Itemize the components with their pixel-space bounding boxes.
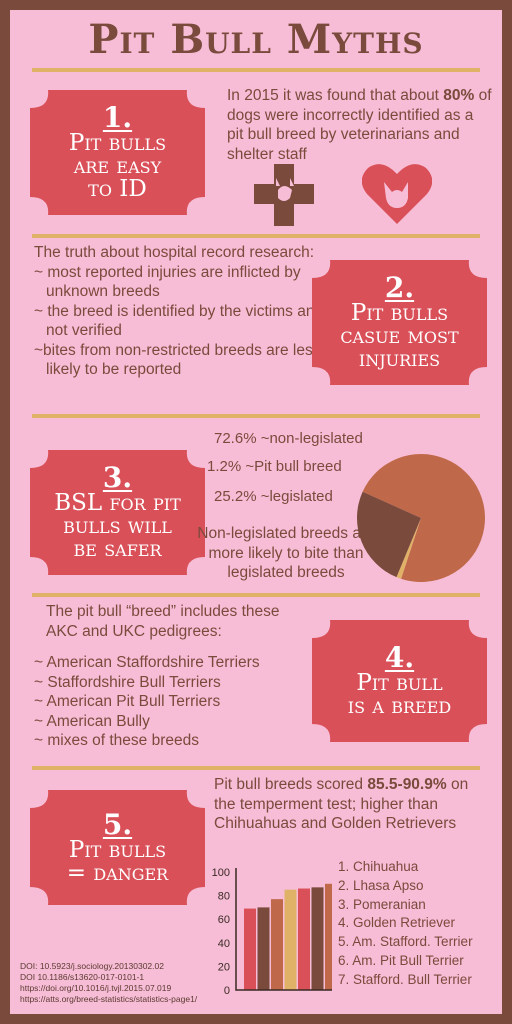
legend-item: 1. Chihuahua	[338, 859, 419, 874]
fact-highlight: 80%	[443, 87, 475, 104]
bar	[244, 908, 256, 990]
fact-point: ~ most reported injuries are inflicted b…	[34, 263, 301, 301]
myth-1-badge: 1. Pit bulls are easy to ID	[30, 90, 205, 215]
pie-label: 72.6% ~non-legislated	[214, 430, 363, 447]
fact-point: ~ American Pit Bull Terriers	[34, 693, 221, 710]
legend-item: 5. Am. Stafford. Terrier	[338, 934, 473, 950]
bar	[311, 887, 324, 990]
y-tick-label: 0	[224, 985, 230, 997]
myth-1-fact: In 2015 it was found that about 80% of d…	[227, 86, 492, 164]
myth-label-line: Pit bull	[356, 670, 443, 696]
myth-label-line: injuries	[358, 346, 441, 372]
y-tick-label: 80	[218, 891, 230, 903]
pie-chart	[357, 454, 485, 582]
myth-label-line: bulls will	[63, 513, 172, 539]
page-title: Pit Bull Myths	[88, 16, 424, 63]
myth-label-line: are easy	[73, 153, 162, 179]
bar	[298, 888, 310, 990]
myth-4-list: ~ American Staffordshire Terriers ~ Staf…	[34, 653, 324, 751]
bar	[284, 889, 297, 990]
pie-slice	[357, 491, 421, 578]
myth-4-intro: The pit bull “breed” includes these AKC …	[46, 603, 280, 640]
myth-number: 5.	[102, 807, 133, 841]
pie-slice	[396, 518, 421, 579]
myth-number: 1.	[102, 101, 133, 134]
pie-note: Non-legislated breeds are more likely to…	[197, 525, 375, 581]
myth-4-badge: 4. Pit bull is a breed	[312, 620, 487, 742]
divider	[32, 593, 480, 597]
myth-3-badge: 3. BSL for pit bulls will be safer	[30, 450, 205, 575]
myth-label-line: Pit bulls	[68, 836, 167, 863]
myth-label-line: to ID	[88, 176, 147, 202]
fact-text: on the temperment test; higher than Chih…	[214, 776, 469, 832]
bar	[271, 899, 283, 990]
fact-text: Pit bull breeds scored	[214, 776, 368, 793]
fact-text: In 2015 it was found that about	[227, 87, 444, 104]
y-tick-label: 40	[218, 938, 230, 950]
myth-5-fact: Pit bull breeds scored 85.5-90.9% on the…	[214, 775, 494, 834]
myth-number: 3.	[102, 461, 133, 494]
divider	[32, 766, 480, 770]
legend-item: 6. Am. Pit Bull Terrier	[338, 952, 464, 968]
bar	[325, 883, 332, 990]
myth-number: 4.	[384, 641, 415, 674]
myth-2-facts: The truth about hospital record research…	[34, 243, 324, 380]
bar-chart: 0 20 40 60 80 100	[212, 867, 332, 997]
fact-point: ~ mixes of these breeds	[34, 732, 199, 749]
fact-point: ~ Staffordshire Bull Terriers	[34, 673, 221, 691]
myth-number: 2.	[384, 271, 415, 304]
reference: DOI: 10.5923/j.sociology.20130302.02	[20, 961, 164, 971]
legend-item: 2. Lhasa Apso	[338, 877, 424, 893]
myth-2-badge: 2. Pit bulls casue most injuries	[312, 260, 487, 385]
myth-label-line: be safer	[73, 536, 162, 562]
divider	[32, 414, 480, 418]
legend-item: 4. Golden Retriever	[338, 915, 456, 931]
bar	[257, 907, 270, 990]
reference: https://atts.org/breed-statistics/statis…	[20, 994, 198, 1004]
medical-cross-pet-icon	[254, 164, 314, 226]
facts-intro: The truth about hospital record research…	[34, 244, 315, 261]
heart-pet-icon	[362, 164, 432, 224]
fact-point: ~bites from non-restricted breeds are le…	[34, 341, 321, 379]
legend-item: 3. Pomeranian	[338, 896, 426, 912]
reference: DOI 10.1186/s13620-017-0101-1	[20, 972, 145, 982]
references: DOI: 10.5923/j.sociology.20130302.02 DOI…	[20, 961, 197, 1005]
y-tick-label: 100	[212, 867, 230, 879]
fact-text: of dogs were incorrectly identified as a…	[227, 87, 492, 163]
fact-point: ~ American Staffordshire Terriers	[34, 654, 260, 671]
y-tick-label: 20	[218, 961, 230, 973]
bar-legend: 1. Chihuahua 2. Lhasa Apso 3. Pomeranian…	[338, 858, 473, 990]
myth-label-line: casue most	[340, 323, 459, 349]
myth-label-line: = danger	[66, 859, 169, 886]
legend-item: 7. Stafford. Bull Terrier	[338, 971, 472, 987]
pie-slice	[362, 454, 485, 582]
myth-label-line: Pit bulls	[350, 300, 449, 326]
myth-label-line: Pit bulls	[68, 130, 167, 156]
reference: https://doi.org/10.1016/j.tvjl.2015.07.0…	[20, 983, 172, 993]
fact-point: ~ American Bully	[34, 712, 150, 730]
pie-label: 25.2% ~legislated	[214, 488, 333, 505]
fact-point: ~ the breed is identified by the victims…	[34, 302, 324, 340]
chart-axis	[235, 868, 332, 991]
fact-highlight: 85.5-90.9%	[367, 776, 447, 793]
y-tick-label: 60	[218, 914, 230, 926]
pie-label: 1.2% ~Pit bull breed	[207, 458, 342, 475]
divider	[32, 234, 480, 238]
myth-5-badge: 5. Pit bulls = danger	[30, 790, 205, 905]
infographic-frame: Pit Bull Myths 1. Pit bulls are easy to …	[10, 10, 502, 1014]
myth-label-line: is a breed	[347, 693, 452, 719]
divider	[32, 68, 480, 72]
myth-label-line: BSL for pit	[54, 490, 181, 516]
